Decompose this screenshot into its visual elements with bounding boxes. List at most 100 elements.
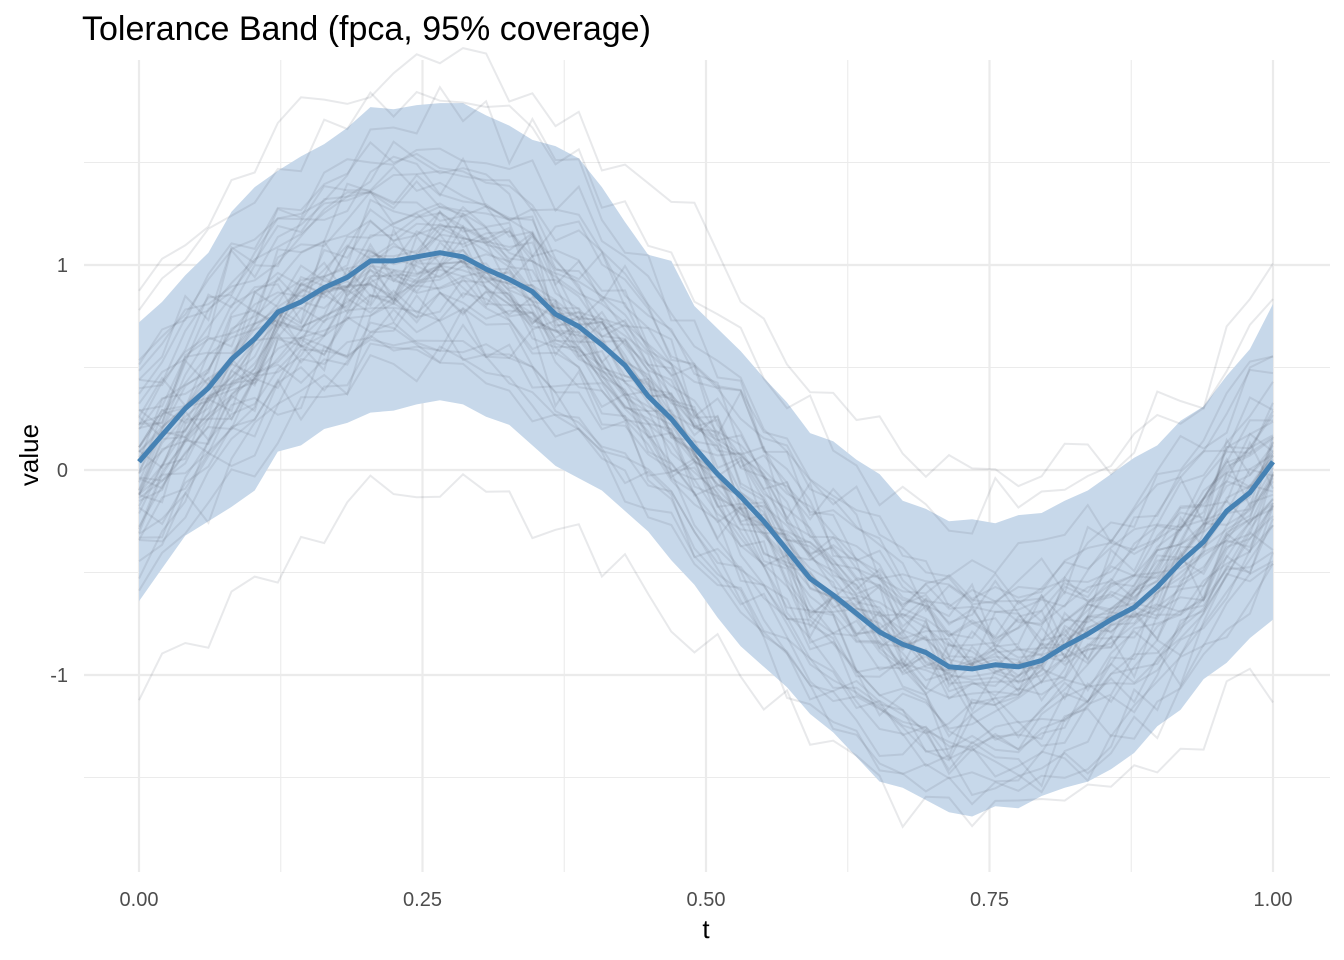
x-axis-title: t	[702, 914, 710, 944]
sample-curve	[138, 262, 1274, 697]
sample-curve	[138, 253, 1274, 797]
sample-curve	[138, 222, 1274, 685]
sample-curve	[138, 210, 1274, 656]
sample-curve	[138, 247, 1274, 699]
center-point	[484, 267, 489, 272]
center-point	[368, 258, 373, 263]
y-axis-title: value	[14, 424, 44, 486]
sample-curve	[138, 306, 1274, 794]
center-point	[669, 416, 674, 421]
sample-curve	[138, 155, 1274, 691]
sample-curve	[138, 165, 1274, 643]
sample-curve	[138, 321, 1274, 735]
center-point	[623, 363, 628, 368]
sample-curve	[138, 264, 1274, 668]
sample-curve	[138, 252, 1274, 672]
center-point	[646, 394, 651, 399]
sample-curve	[138, 179, 1274, 658]
sample-curve	[138, 141, 1274, 605]
sample-curve	[138, 306, 1274, 748]
sample-curve	[138, 229, 1274, 623]
center-point	[206, 386, 211, 391]
sample-curves	[138, 47, 1274, 829]
center-point	[461, 254, 466, 259]
sample-curve	[138, 170, 1274, 701]
sample-curve	[138, 90, 1274, 535]
x-tick-label: 0.50	[687, 889, 726, 911]
center-point	[437, 250, 442, 255]
center-point	[1109, 617, 1114, 622]
center-point	[229, 357, 234, 362]
center-point	[877, 630, 882, 635]
center-point	[1016, 664, 1021, 669]
center-point	[345, 275, 350, 280]
center-point	[692, 445, 697, 450]
center-point	[1039, 658, 1044, 663]
center-point	[1178, 560, 1183, 565]
sample-curve	[138, 140, 1274, 613]
sample-curve	[138, 147, 1274, 578]
center-point	[553, 312, 558, 317]
sample-curve	[138, 257, 1274, 759]
sample-curve	[138, 338, 1274, 601]
y-tick-label: 0	[57, 460, 68, 482]
sample-curve	[138, 233, 1274, 730]
center-point	[854, 611, 859, 616]
center-point	[993, 662, 998, 667]
x-tick-label: 1.00	[1254, 889, 1293, 911]
sample-curve	[138, 265, 1274, 703]
sample-curve	[138, 269, 1274, 682]
sample-curve	[138, 263, 1274, 806]
center-point	[738, 494, 743, 499]
sample-curve	[138, 219, 1274, 648]
sample-curve	[138, 198, 1274, 738]
center-point	[183, 406, 188, 411]
x-axis-ticks: 0.00 0.25 0.50 0.75 1.00	[120, 889, 1293, 911]
center-point	[970, 666, 975, 671]
sample-curve	[138, 293, 1274, 752]
center-point	[275, 310, 280, 315]
center-point	[1201, 539, 1206, 544]
sample-curve	[138, 224, 1274, 747]
sample-curve	[138, 260, 1274, 754]
sample-curve	[138, 258, 1274, 788]
sample-curve	[138, 345, 1274, 783]
center-point	[1155, 584, 1160, 589]
center-point	[761, 519, 766, 524]
center-point	[1132, 605, 1137, 610]
sample-curve	[138, 205, 1274, 614]
center-point	[1224, 509, 1229, 514]
sample-curve	[138, 289, 1274, 677]
center-point	[599, 342, 604, 347]
center-point	[322, 285, 327, 290]
center-point	[808, 576, 813, 581]
center-point	[947, 664, 952, 669]
center-point	[299, 299, 304, 304]
center-point	[252, 336, 257, 341]
sample-curve	[138, 156, 1274, 713]
center-point	[715, 472, 720, 477]
sample-curve	[138, 291, 1274, 694]
x-tick-label: 0.75	[970, 889, 1009, 911]
y-tick-label: 1	[57, 255, 68, 277]
center-point	[160, 433, 165, 438]
sample-curve	[138, 190, 1274, 638]
center-point	[1085, 632, 1090, 637]
y-tick-label: -1	[50, 665, 68, 687]
sample-curve	[138, 230, 1274, 648]
x-tick-label: 0.25	[403, 889, 442, 911]
center-point	[507, 277, 512, 282]
y-axis-ticks: -1 0 1	[50, 255, 68, 687]
center-point	[1247, 490, 1252, 495]
center-point	[530, 289, 535, 294]
center-point	[1271, 459, 1276, 464]
sample-curve	[138, 240, 1274, 611]
center-point	[1062, 644, 1067, 649]
sample-curve	[138, 211, 1274, 671]
sample-curve	[138, 190, 1274, 639]
center-point	[831, 593, 836, 598]
sample-curve	[138, 263, 1274, 659]
chart-title: Tolerance Band (fpca, 95% coverage)	[82, 10, 651, 48]
